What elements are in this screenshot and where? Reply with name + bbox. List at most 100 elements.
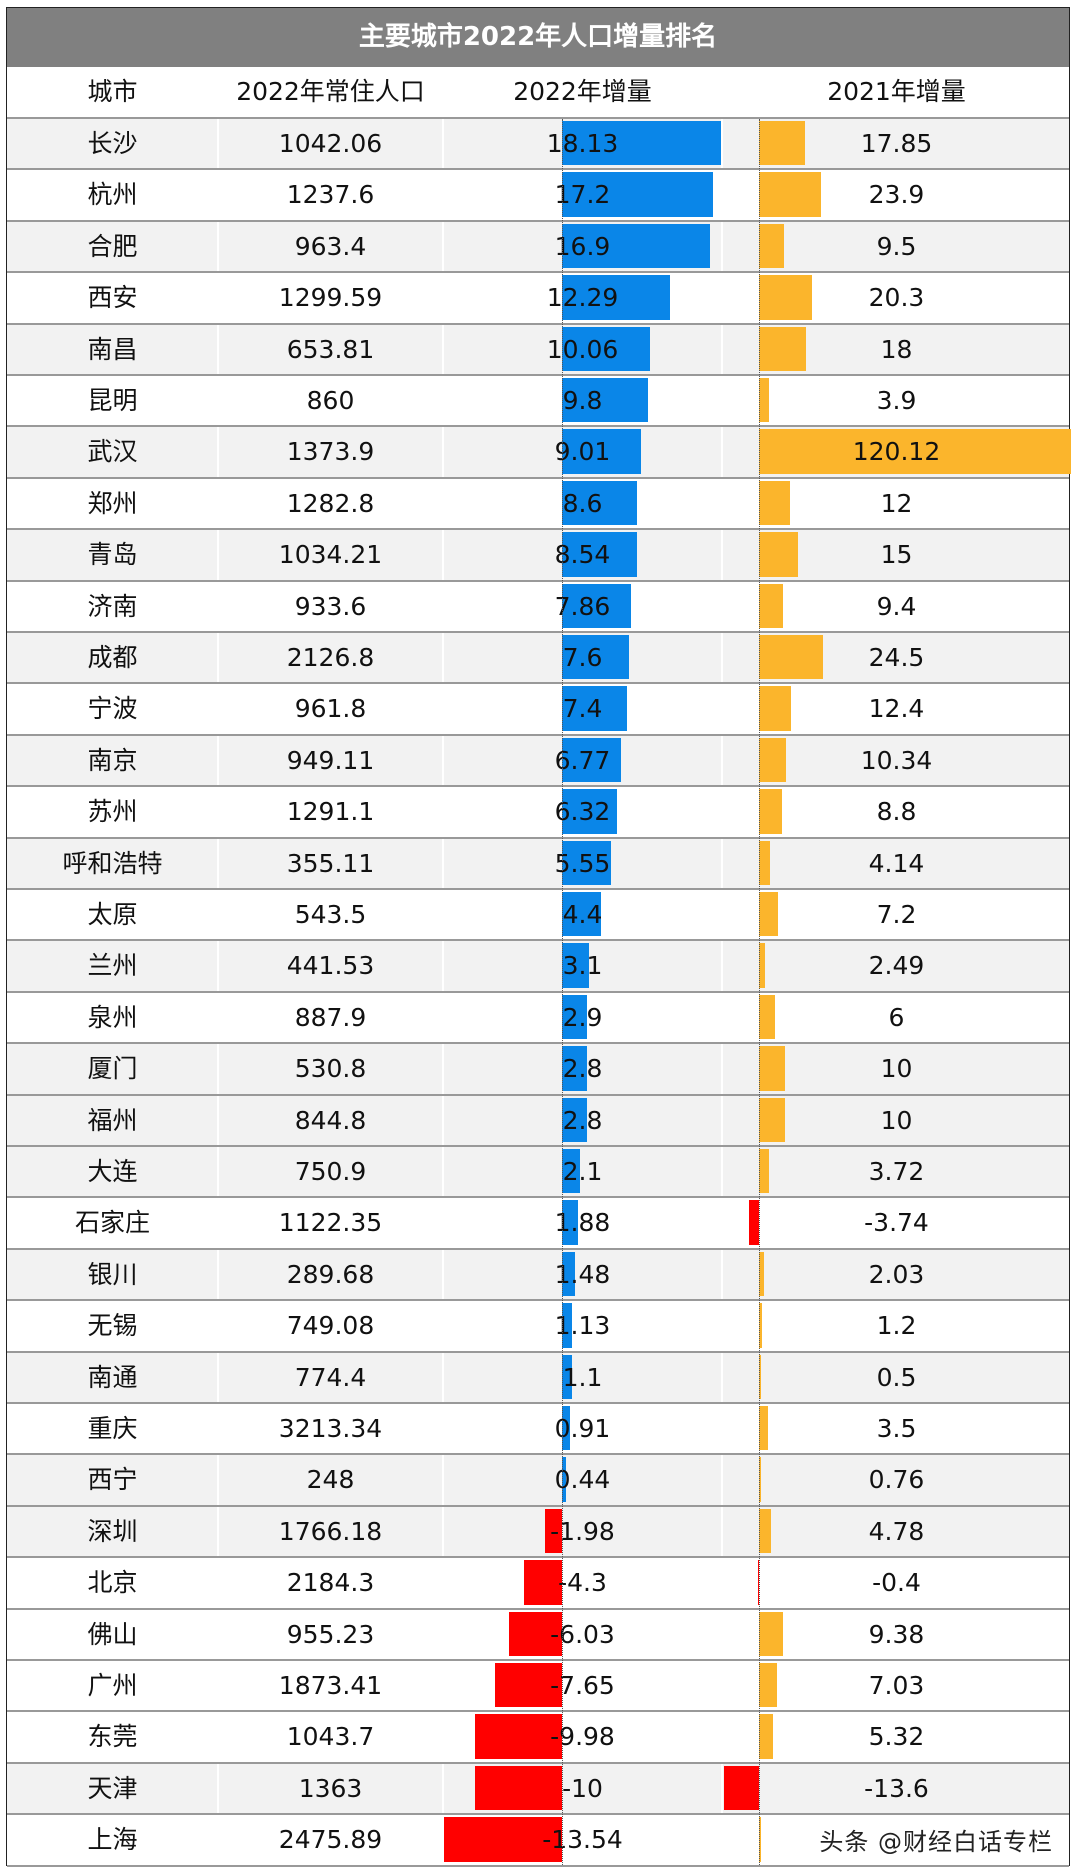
column-separator	[217, 941, 219, 991]
data-bar-2021	[759, 943, 766, 988]
data-bar-2022	[562, 635, 629, 680]
data-bar-2022	[562, 532, 637, 577]
cell-increase-2022: 7.86	[554, 591, 611, 621]
cell-increase-2022: -1.98	[550, 1516, 615, 1546]
data-bar-2021	[757, 1560, 760, 1605]
cell-population-2022: 653.81	[286, 334, 375, 364]
cell-population-2022: 248	[306, 1465, 355, 1495]
cell-increase-2022: 2.9	[562, 1002, 603, 1032]
cell-increase-2022: 7.6	[562, 643, 603, 672]
cell-increase-2021: 0.5	[876, 1362, 917, 1392]
table-row: 深圳 1766.18 -1.98 4.78	[7, 1506, 1069, 1559]
cell-city: 济南	[87, 591, 138, 621]
cell-increase-2022: 2.8	[562, 1054, 603, 1084]
column-separator	[442, 530, 444, 580]
table-row: 合肥 963.4 16.9 9.5	[7, 221, 1069, 274]
cell-increase-2022: 16.9	[554, 231, 611, 261]
cell-city: 呼和浩特	[62, 848, 163, 878]
cell-city: 无锡	[87, 1311, 138, 1341]
table-row: 泉州 887.9 2.9 6	[7, 993, 1069, 1045]
column-separator	[721, 838, 723, 888]
column-separator	[442, 221, 444, 272]
data-bar-2022	[562, 223, 710, 269]
cell-city: 上海	[87, 1825, 138, 1855]
data-bar-2021	[759, 1097, 785, 1142]
cell-increase-2021: 4.78	[868, 1516, 925, 1546]
cell-population-2022: 2126.8	[286, 643, 375, 672]
column-separator	[721, 119, 723, 169]
cell-increase-2021: 9.4	[876, 591, 917, 621]
column-separator	[217, 427, 219, 477]
table-row: 西安 1299.59 12.29 20.3	[7, 273, 1069, 325]
data-bar-2021	[759, 1303, 763, 1348]
cell-population-2022: 749.08	[286, 1311, 375, 1341]
cell-population-2022: 1034.21	[278, 540, 383, 570]
column-separator	[217, 1455, 219, 1505]
zero-axis-2021	[759, 119, 760, 1865]
column-separator	[721, 530, 723, 580]
data-bar-2021	[759, 892, 778, 937]
cell-city: 北京	[87, 1568, 138, 1598]
column-separator	[442, 1455, 444, 1505]
cell-increase-2022: 8.54	[554, 540, 611, 570]
data-bar-2022	[562, 789, 618, 834]
column-separator	[217, 530, 219, 580]
cell-population-2022: 887.9	[294, 1002, 367, 1032]
cell-population-2022: 1873.41	[278, 1671, 383, 1700]
cell-population-2022: 774.4	[294, 1362, 367, 1392]
table-row: 南通 774.4 1.1 0.5	[7, 1352, 1069, 1404]
cell-city: 苏州	[87, 797, 138, 827]
cell-increase-2021: 20.3	[868, 283, 925, 313]
table-row: 长沙 1042.06 18.13 17.85	[7, 119, 1069, 171]
cell-city: 天津	[87, 1773, 138, 1803]
cell-population-2022: 530.8	[294, 1054, 367, 1084]
cell-city: 宁波	[87, 694, 138, 724]
data-bar-2022	[474, 1714, 562, 1759]
table-row: 无锡 749.08 1.13 1.2	[7, 1301, 1069, 1353]
watermark: 头条 @财经白话专栏	[817, 1822, 1055, 1857]
data-bar-2022	[562, 275, 670, 320]
cell-city: 成都	[87, 643, 138, 672]
data-bar-2022	[495, 1663, 562, 1708]
data-bar-2022	[443, 1817, 562, 1862]
cell-city: 大连	[87, 1157, 138, 1186]
cell-increase-2022: 4.4	[562, 900, 603, 929]
data-bar-2021	[759, 737, 786, 783]
cell-city: 泉州	[87, 1002, 138, 1032]
data-bar-2022	[562, 429, 641, 474]
header-population-2022: 2022年常住人口	[236, 77, 425, 106]
cell-city: 银川	[87, 1259, 138, 1289]
data-bar-2021	[759, 840, 770, 885]
table-row: 昆明 860 9.8 3.9	[7, 376, 1069, 428]
data-bar-2021	[759, 275, 812, 320]
cell-city: 郑州	[87, 488, 138, 518]
column-separator	[217, 324, 219, 374]
column-separator	[721, 1249, 723, 1300]
column-separator	[442, 633, 444, 683]
cell-increase-2022: 2.1	[562, 1157, 603, 1186]
cell-increase-2021: 6	[888, 1002, 905, 1032]
cell-increase-2022: 18.13	[546, 129, 619, 158]
cell-city: 东莞	[87, 1722, 138, 1752]
cell-population-2022: 2475.89	[278, 1825, 383, 1855]
column-separator	[217, 1044, 219, 1094]
cell-increase-2021: 5.32	[868, 1722, 925, 1752]
table-title: 主要城市2022年人口增量排名	[7, 8, 1069, 67]
header-row: 城市 2022年常住人口 2022年增量 2021年增量	[7, 67, 1069, 119]
column-separator	[442, 1044, 444, 1094]
cell-increase-2021: 120.12	[852, 437, 941, 467]
table-row: 广州 1873.41 -7.65 7.03	[7, 1661, 1069, 1713]
cell-population-2022: 355.11	[286, 848, 375, 878]
column-separator	[721, 1147, 723, 1197]
column-separator	[721, 221, 723, 272]
cell-increase-2021: 9.5	[876, 231, 917, 261]
column-separator	[442, 1352, 444, 1402]
cell-increase-2021: 4.14	[868, 848, 925, 878]
cell-population-2022: 2184.3	[286, 1568, 375, 1598]
cell-increase-2021: -0.4	[872, 1568, 921, 1598]
cell-city: 南昌	[87, 334, 138, 364]
cell-population-2022: 1042.06	[278, 129, 383, 158]
data-bar-2022	[509, 1611, 562, 1656]
cell-increase-2021: 10	[880, 1054, 913, 1084]
table-row: 成都 2126.8 7.6 24.5	[7, 633, 1069, 685]
